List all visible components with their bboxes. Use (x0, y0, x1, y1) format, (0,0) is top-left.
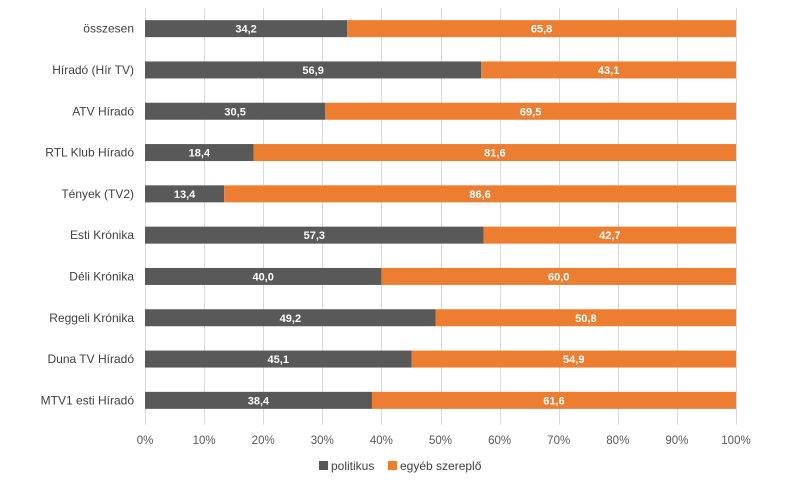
category-labels: összesen Híradó (Hír TV) ATV Híradó RTL Klu… (41, 22, 135, 408)
x-tick-label: 50% (429, 435, 452, 447)
legend: politikus egyéb szereplő (319, 459, 482, 473)
legend-swatch-egyeb-szereplo (388, 461, 397, 470)
bar-politikus (145, 20, 348, 38)
data-label-egyeb-szereplo: 69,5 (520, 106, 541, 118)
category-label: MTV1 esti Híradó (41, 393, 135, 407)
x-tick-label: 100% (721, 435, 750, 447)
bars: 34,2 65,8 56,9 43,1 30,5 69,5 18,4 81,6 13,4 86,6… (145, 20, 736, 409)
bar-egyeb-szereplo (253, 144, 736, 162)
data-label-politikus: 38,4 (248, 395, 270, 407)
x-tick-label: 80% (606, 435, 629, 447)
data-label-politikus: 34,2 (235, 24, 256, 36)
x-tick-label: 70% (547, 435, 570, 447)
x-tick-label: 40% (370, 435, 393, 447)
category-label: ATV Híradó (72, 104, 134, 118)
x-tick-label: 0% (137, 435, 154, 447)
data-label-politikus: 49,2 (280, 313, 301, 325)
bar-egyeb-szereplo (411, 350, 736, 368)
data-label-egyeb-szereplo: 54,9 (563, 354, 584, 366)
data-label-egyeb-szereplo: 86,6 (469, 189, 490, 201)
x-tick-label: 60% (488, 435, 511, 447)
x-axis-tick-labels: 0% 10% 20% 30% 40% 50% 60% 70% 80% 90% 100% (137, 435, 751, 447)
legend-label-egyeb-szereplo: egyéb szereplő (400, 459, 482, 473)
bar-politikus (145, 61, 482, 79)
category-label: Déli Krónika (69, 269, 134, 283)
bar-egyeb-szereplo (325, 102, 736, 120)
bar-politikus (145, 226, 484, 244)
data-label-politikus: 56,9 (302, 65, 323, 77)
data-label-egyeb-szereplo: 60,0 (548, 271, 569, 283)
category-label: RTL Klub Híradó (45, 146, 134, 160)
legend-swatch-politikus (319, 461, 328, 470)
bar-egyeb-szereplo (381, 267, 736, 285)
x-tick-label: 10% (193, 435, 216, 447)
category-label: Híradó (Hír TV) (52, 63, 134, 77)
bar-politikus (145, 185, 225, 203)
category-label: összesen (83, 22, 134, 36)
data-label-politikus: 45,1 (268, 354, 289, 366)
bar-politikus (145, 102, 326, 120)
x-tick-label: 90% (665, 435, 688, 447)
data-label-egyeb-szereplo: 81,6 (484, 148, 505, 160)
data-label-politikus: 13,4 (174, 189, 196, 201)
x-tick-label: 30% (311, 435, 334, 447)
x-tick-label: 20% (252, 435, 275, 447)
category-label: Esti Krónika (70, 228, 134, 242)
data-label-politikus: 30,5 (224, 106, 245, 118)
bar-politikus (145, 267, 382, 285)
data-label-egyeb-szereplo: 43,1 (598, 65, 619, 77)
bar-egyeb-szereplo (347, 20, 736, 38)
bar-egyeb-szereplo (371, 391, 736, 409)
data-label-egyeb-szereplo: 65,8 (531, 24, 552, 36)
category-label: Tények (TV2) (61, 187, 134, 201)
bar-egyeb-szereplo (224, 185, 736, 203)
data-label-egyeb-szereplo: 50,8 (575, 313, 596, 325)
bar-egyeb-szereplo (481, 61, 736, 79)
bar-politikus (145, 350, 412, 368)
category-label: Reggeli Krónika (49, 311, 134, 325)
data-label-politikus: 40,0 (252, 271, 273, 283)
data-label-egyeb-szereplo: 61,6 (543, 395, 564, 407)
bar-politikus (145, 309, 436, 327)
bar-politikus (145, 144, 254, 162)
bar-egyeb-szereplo (435, 309, 736, 327)
legend-label-politikus: politikus (331, 459, 374, 473)
category-label: Duna TV Híradó (48, 352, 135, 366)
bar-egyeb-szereplo (483, 226, 736, 244)
bar-politikus (145, 391, 372, 409)
data-label-politikus: 57,3 (304, 230, 325, 242)
data-label-politikus: 18,4 (189, 148, 211, 160)
data-label-egyeb-szereplo: 42,7 (599, 230, 620, 242)
